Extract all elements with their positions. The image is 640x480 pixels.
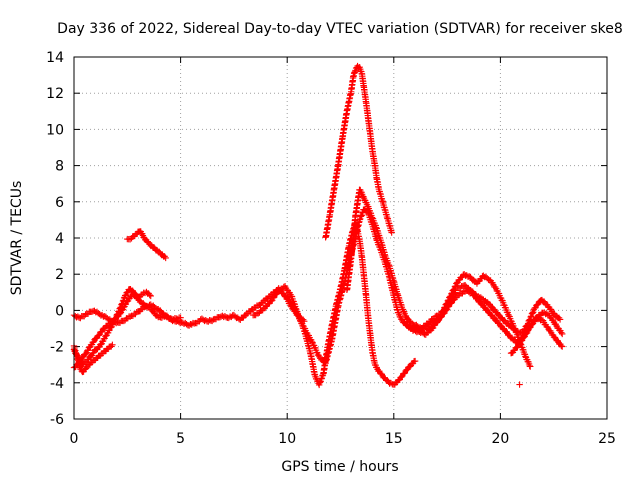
data-point bbox=[442, 307, 450, 314]
series-arc-8 bbox=[322, 62, 395, 241]
data-point bbox=[82, 350, 90, 358]
x-tick-labels: 0 5 10 15 20 25 bbox=[70, 431, 616, 447]
data-point bbox=[110, 318, 117, 326]
series-arc-13 bbox=[507, 314, 566, 357]
data-point bbox=[529, 309, 536, 317]
data-point bbox=[558, 329, 565, 336]
data-point bbox=[516, 381, 523, 388]
x-tick-label: 5 bbox=[176, 431, 185, 447]
y-tick-label: -2 bbox=[50, 340, 64, 356]
series-arc-5 bbox=[124, 228, 169, 262]
y-tick-label: 14 bbox=[46, 50, 64, 66]
data-point bbox=[451, 283, 459, 290]
data-point bbox=[95, 332, 102, 339]
data-point bbox=[112, 315, 119, 322]
y-tick-label: 0 bbox=[55, 303, 64, 319]
y-tick-label: 4 bbox=[55, 231, 64, 247]
data-point bbox=[559, 343, 566, 350]
y-tick-label: 12 bbox=[46, 86, 64, 102]
x-tick-label: 15 bbox=[385, 431, 403, 447]
data-point bbox=[450, 286, 457, 294]
data-point bbox=[398, 373, 405, 381]
data-point bbox=[448, 290, 455, 297]
data-point bbox=[289, 302, 296, 310]
data-point bbox=[388, 229, 395, 236]
data-point bbox=[558, 342, 565, 350]
axes bbox=[73, 56, 608, 420]
data-point bbox=[446, 293, 454, 301]
chart-title: Day 336 of 2022, Sidereal Day-to-day VTE… bbox=[57, 21, 623, 37]
data-point bbox=[527, 363, 534, 370]
data-point bbox=[114, 311, 121, 318]
y-tick-label: 8 bbox=[55, 159, 64, 175]
data-point bbox=[387, 379, 395, 387]
data-point bbox=[308, 338, 316, 346]
y-axis-label: SDTVAR / TECUs bbox=[9, 181, 25, 296]
data-point bbox=[525, 317, 532, 325]
data-point bbox=[526, 362, 533, 370]
series-arc-4 bbox=[70, 341, 116, 376]
series-arc-9 bbox=[343, 186, 459, 332]
data-points bbox=[70, 62, 566, 389]
plot-frame bbox=[73, 56, 608, 420]
data-point bbox=[162, 254, 169, 262]
y-tick-label: 6 bbox=[55, 195, 64, 211]
x-tick-label: 25 bbox=[598, 431, 616, 447]
series-arc-1 bbox=[70, 285, 308, 329]
data-point bbox=[143, 303, 150, 310]
data-point bbox=[453, 280, 460, 287]
data-point bbox=[526, 316, 533, 324]
data-point bbox=[112, 314, 120, 322]
data-point bbox=[116, 305, 123, 312]
data-point bbox=[146, 291, 153, 299]
data-point bbox=[446, 294, 453, 301]
data-point bbox=[117, 304, 124, 312]
data-point bbox=[113, 311, 120, 319]
y-tick-label: -4 bbox=[50, 376, 64, 392]
data-point bbox=[170, 316, 177, 323]
x-axis-label: GPS time / hours bbox=[281, 459, 398, 475]
data-point bbox=[82, 365, 90, 372]
data-point bbox=[449, 287, 456, 294]
x-tick-label: 20 bbox=[491, 431, 509, 447]
x-tick-label: 10 bbox=[278, 431, 296, 447]
data-point bbox=[147, 292, 154, 300]
data-point bbox=[411, 357, 419, 365]
data-point bbox=[111, 315, 119, 323]
y-tick-labels: -6 -4 -2 0 2 4 6 8 10 12 14 bbox=[46, 50, 64, 428]
y-tick-label: -6 bbox=[50, 412, 64, 428]
data-point bbox=[177, 314, 184, 321]
data-point bbox=[109, 341, 116, 348]
data-point bbox=[115, 308, 122, 315]
data-point bbox=[559, 330, 566, 338]
series-arc-11 bbox=[424, 287, 566, 347]
series-arc-6 bbox=[249, 219, 419, 389]
y-tick-label: 2 bbox=[55, 267, 64, 283]
data-point bbox=[528, 310, 536, 317]
y-tick-label: 10 bbox=[46, 122, 64, 138]
grid bbox=[74, 57, 607, 419]
x-tick-label: 0 bbox=[70, 431, 79, 447]
data-point bbox=[174, 315, 181, 323]
data-point bbox=[527, 313, 534, 321]
data-point bbox=[109, 321, 116, 329]
data-point bbox=[556, 316, 564, 323]
series-arc-14 bbox=[516, 381, 523, 388]
